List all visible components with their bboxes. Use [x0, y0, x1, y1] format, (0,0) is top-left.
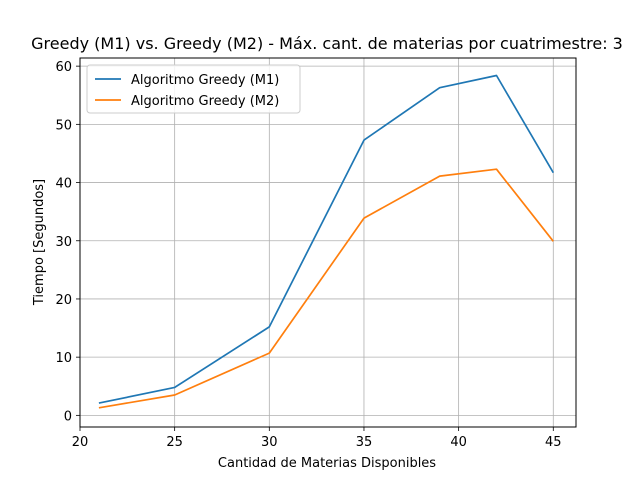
x-tick-label: 20 [72, 435, 89, 450]
grid [79, 58, 576, 427]
y-tick-label: 0 [64, 409, 72, 424]
legend-label: Algoritmo Greedy (M2) [131, 94, 279, 109]
x-tick-label: 45 [545, 435, 562, 450]
series-lines [98, 74, 555, 409]
y-axis-label: Tiempo [Segundos] [32, 179, 47, 306]
y-tick-label: 60 [55, 60, 72, 75]
legend-label: Algoritmo Greedy (M1) [131, 73, 279, 88]
legend-box [86, 64, 301, 114]
y-tick-label: 20 [55, 293, 72, 308]
x-tick-label: 40 [450, 435, 467, 450]
y-tick-label: 50 [55, 118, 72, 133]
y-tick-label: 10 [55, 351, 72, 366]
series-line-1 [98, 74, 555, 404]
x-tick-label: 35 [356, 435, 373, 450]
series-line-2 [98, 168, 554, 409]
axes-frame [79, 57, 577, 428]
chart-title: Greedy (M1) vs. Greedy (M2) - Máx. cant.… [31, 34, 623, 53]
y-tick-label: 30 [55, 235, 72, 250]
legend: Algoritmo Greedy (M1) Algoritmo Greedy (M… [86, 64, 301, 114]
y-axis-ticks: 0 10 20 30 40 50 60 [55, 60, 80, 424]
x-axis-ticks: 20 25 30 35 40 45 [72, 427, 562, 450]
x-tick-label: 25 [166, 435, 183, 450]
y-tick-label: 40 [55, 177, 72, 192]
x-axis-label: Cantidad de Materias Disponibles [218, 456, 436, 471]
x-tick-label: 30 [261, 435, 278, 450]
